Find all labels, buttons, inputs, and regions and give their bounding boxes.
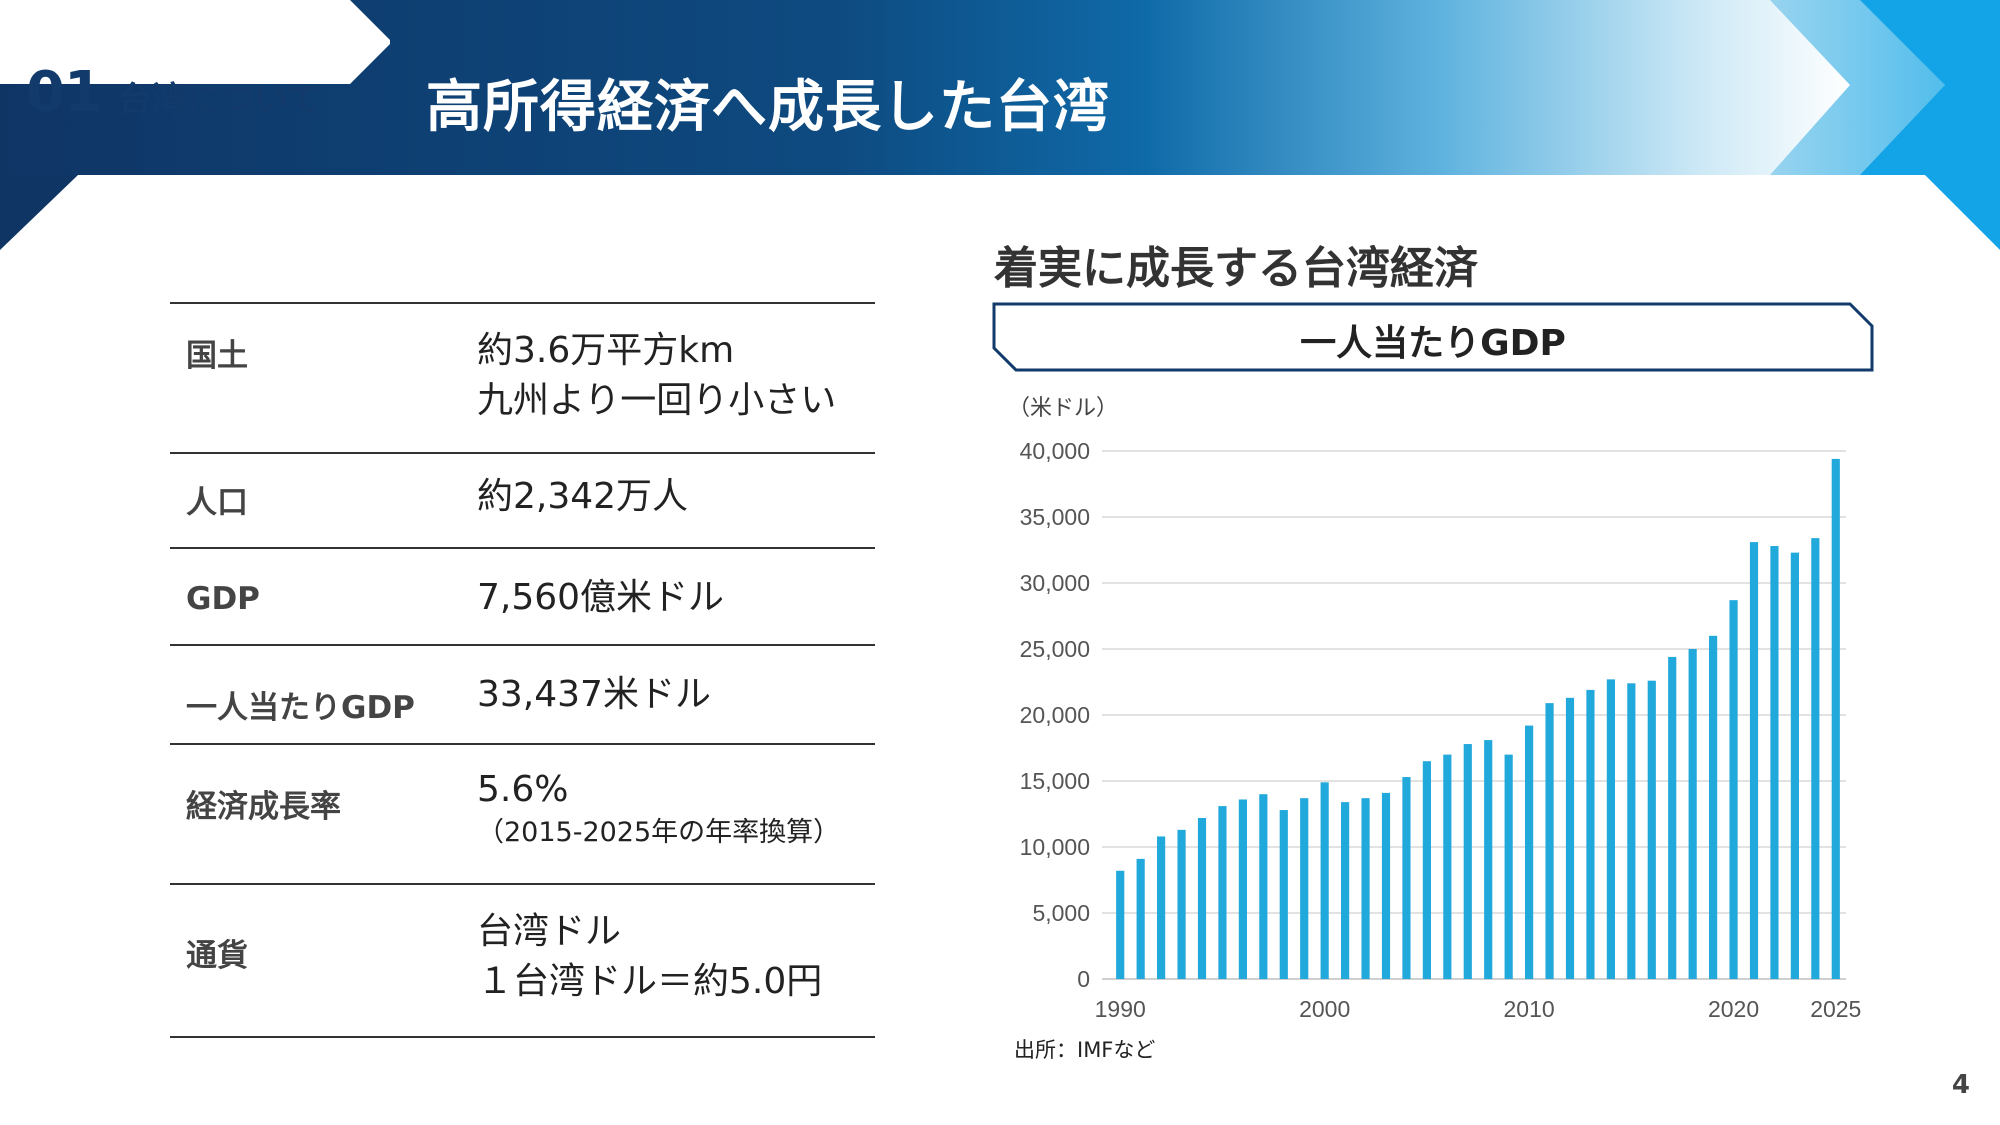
bar-chart: （米ドル） 0 5,000 10,000 15,000 20,000 25,000 30,00… xyxy=(1008,396,1861,1022)
bar xyxy=(1790,552,1799,979)
bar xyxy=(1381,792,1391,979)
bar xyxy=(1238,799,1247,979)
info-value-line: 台湾ドル xyxy=(477,911,622,952)
bar xyxy=(1218,806,1227,979)
bar xyxy=(1116,870,1125,979)
info-value: 約3.6万平方km 九州より一回り小さい xyxy=(477,326,836,426)
bar xyxy=(1259,794,1268,979)
info-value-line: 33,437米ドル xyxy=(477,674,711,715)
info-row: 一人当たりGDP 33,437米ドル xyxy=(170,644,875,743)
bar xyxy=(1831,458,1840,979)
bar xyxy=(1361,798,1370,979)
x-tick-label: 2000 xyxy=(1299,996,1350,1022)
bar xyxy=(1197,817,1207,979)
info-key: GDP xyxy=(186,581,260,617)
bar xyxy=(1300,798,1309,979)
bar xyxy=(1279,810,1288,979)
x-tick-label: 1990 xyxy=(1095,996,1146,1022)
info-value-line: 7,560億米ドル xyxy=(477,577,725,618)
info-key: 一人当たりGDP xyxy=(186,690,415,726)
x-tick-label: 2025 xyxy=(1810,996,1861,1022)
bar xyxy=(1320,782,1329,979)
bar xyxy=(1504,754,1513,979)
info-row: 通貨 台湾ドル １台湾ドル＝約5.0円 xyxy=(170,883,875,1038)
info-value: 5.6% （2015-2025年の年率換算） xyxy=(477,765,840,851)
info-value: 33,437米ドル xyxy=(477,670,711,720)
bar xyxy=(1606,679,1615,979)
info-value-line: 約3.6万平方km xyxy=(477,330,735,371)
bar xyxy=(1749,542,1759,979)
bar xyxy=(1565,697,1575,979)
section-tab xyxy=(0,0,390,84)
slide-title: 高所得経済へ成長した台湾 xyxy=(426,75,1110,140)
info-table: 国土 約3.6万平方km 九州より一回り小さい人口 約2,342万人 GDP 7,560億… xyxy=(170,302,875,1038)
y-tick-label: 30,000 xyxy=(1020,570,1090,596)
info-key: 経済成長率 xyxy=(186,789,341,825)
bar xyxy=(1647,680,1656,979)
y-tick-label: 0 xyxy=(1077,966,1090,992)
info-row: GDP 7,560億米ドル xyxy=(170,547,875,644)
info-value-note: （2015-2025年の年率換算） xyxy=(477,817,841,848)
y-tick-label: 10,000 xyxy=(1020,834,1090,860)
info-value-line: 5.6% xyxy=(477,769,569,810)
bar xyxy=(1627,683,1636,979)
chart-title: 一人当たりGDP xyxy=(1300,323,1566,364)
info-row: 人口 約2,342万人 xyxy=(170,452,875,547)
x-tick-label: 2010 xyxy=(1504,996,1555,1022)
bar xyxy=(1525,725,1534,979)
y-tick-label: 25,000 xyxy=(1020,636,1090,662)
bar xyxy=(1545,703,1554,979)
y-tick-label: 15,000 xyxy=(1020,768,1090,794)
header-decoration xyxy=(0,0,2000,250)
info-value: 約2,342万人 xyxy=(477,472,688,522)
bar xyxy=(1709,635,1718,979)
y-axis-unit-label: （米ドル） xyxy=(1008,396,1118,421)
bar xyxy=(1729,600,1738,979)
y-tick-label: 35,000 xyxy=(1020,504,1090,530)
header-band: 01 台湾について 高所得経済へ成長した台湾 xyxy=(0,0,2000,250)
bar xyxy=(1422,761,1431,979)
bar xyxy=(1443,754,1452,979)
info-key: 国土 xyxy=(186,338,248,374)
source-note: 出所：IMFなど xyxy=(1014,1038,1156,1062)
bar xyxy=(1668,656,1677,979)
bar xyxy=(1157,836,1166,979)
info-key: 人口 xyxy=(186,485,248,521)
info-row: 国土 約3.6万平方km 九州より一回り小さい xyxy=(170,302,875,452)
chart-heading: 着実に成長する台湾経済 xyxy=(994,243,1478,294)
y-tick-label: 40,000 xyxy=(1020,438,1090,464)
bar xyxy=(1177,829,1186,979)
info-value-line: 九州より一回り小さい xyxy=(477,380,837,421)
section-number: 01 xyxy=(26,60,103,125)
bar xyxy=(1341,802,1350,979)
y-tick-label: 20,000 xyxy=(1020,702,1090,728)
info-value-line: 約2,342万人 xyxy=(477,476,689,517)
chart-title-banner xyxy=(992,302,1874,372)
info-value-line: １台湾ドル＝約5.0円 xyxy=(477,961,823,1002)
bar xyxy=(1402,777,1411,979)
info-value: 7,560億米ドル xyxy=(477,573,724,623)
info-value: 台湾ドル １台湾ドル＝約5.0円 xyxy=(477,907,822,1007)
bar xyxy=(1463,744,1472,979)
info-key: 通貨 xyxy=(186,938,248,974)
bar xyxy=(1688,649,1697,979)
bar xyxy=(1136,858,1145,979)
bar xyxy=(1484,740,1493,979)
y-tick-label: 5,000 xyxy=(1032,900,1090,926)
x-tick-label: 2020 xyxy=(1708,996,1759,1022)
section-label: 台湾について xyxy=(118,80,321,120)
info-row: 経済成長率 5.6% （2015-2025年の年率換算） xyxy=(170,743,875,883)
page-number: 4 xyxy=(1951,1070,1970,1100)
bar xyxy=(1586,689,1595,979)
bar xyxy=(1811,538,1820,979)
bar xyxy=(1770,546,1779,979)
